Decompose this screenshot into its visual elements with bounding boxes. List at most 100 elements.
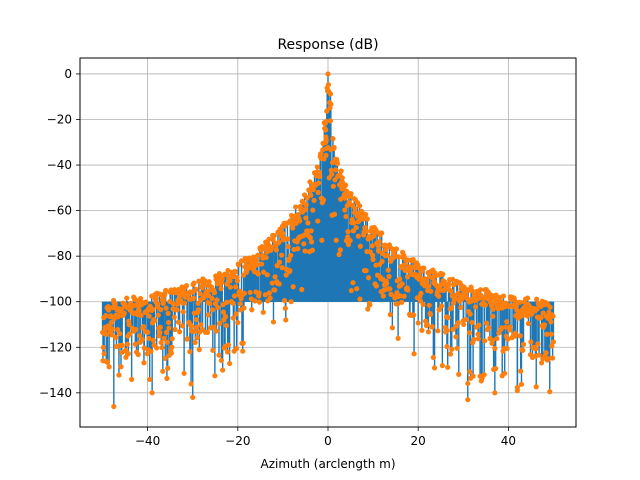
chart-title: Response (dB) xyxy=(277,37,378,53)
y-tick-label: 0 xyxy=(64,67,72,81)
marker-point xyxy=(467,311,473,317)
marker-point xyxy=(217,320,223,326)
marker-point xyxy=(181,300,188,306)
marker-point xyxy=(204,329,211,335)
marker-point xyxy=(435,328,441,334)
marker-point xyxy=(158,339,164,346)
marker-point xyxy=(225,267,231,274)
marker-point xyxy=(384,252,391,258)
marker-point xyxy=(484,320,490,326)
marker-point xyxy=(124,341,131,347)
marker-point xyxy=(467,369,473,375)
marker-point xyxy=(180,309,186,315)
marker-point xyxy=(431,365,438,371)
marker-point xyxy=(224,299,230,305)
marker-point xyxy=(279,265,285,271)
marker-point xyxy=(470,373,476,379)
marker-point xyxy=(195,307,202,313)
marker-point xyxy=(140,323,147,330)
marker-point xyxy=(157,330,163,336)
marker-point xyxy=(163,287,169,294)
marker-point xyxy=(336,251,342,258)
marker-point xyxy=(401,293,407,299)
marker-point xyxy=(424,278,430,284)
marker-point xyxy=(320,197,327,203)
marker-point xyxy=(209,307,216,313)
marker-point xyxy=(380,293,386,299)
marker-point xyxy=(125,351,131,357)
marker-point xyxy=(139,337,145,343)
marker-point xyxy=(281,297,288,304)
marker-point xyxy=(169,336,175,342)
marker-point xyxy=(233,311,239,317)
marker-point xyxy=(112,301,118,307)
marker-point xyxy=(194,335,200,341)
marker-point xyxy=(143,299,149,305)
marker-point xyxy=(198,322,204,328)
marker-point xyxy=(345,241,352,248)
marker-point xyxy=(363,228,370,234)
marker-point xyxy=(388,291,394,297)
marker-point xyxy=(163,329,170,335)
marker-point xyxy=(254,262,260,268)
marker-point xyxy=(471,336,477,343)
marker-point xyxy=(302,207,309,213)
marker-point xyxy=(396,254,402,260)
marker-point xyxy=(352,206,358,212)
marker-point xyxy=(445,364,451,370)
marker-point xyxy=(183,283,190,289)
marker-point xyxy=(283,317,289,323)
marker-point xyxy=(227,360,233,367)
marker-point xyxy=(282,305,288,311)
marker-point xyxy=(547,389,553,395)
marker-point xyxy=(263,254,269,261)
marker-point xyxy=(193,316,200,323)
marker-point xyxy=(518,368,524,374)
marker-point xyxy=(116,372,122,378)
marker-point xyxy=(315,189,321,195)
marker-point xyxy=(234,278,241,284)
marker-point xyxy=(141,360,147,366)
marker-point xyxy=(399,281,405,287)
marker-point xyxy=(104,331,110,337)
marker-point xyxy=(550,313,556,319)
marker-point xyxy=(109,332,115,338)
y-tick-label: −20 xyxy=(47,113,72,127)
marker-point xyxy=(152,317,158,324)
marker-point xyxy=(155,301,161,307)
marker-point xyxy=(196,347,202,353)
marker-point xyxy=(220,309,227,315)
marker-point xyxy=(481,338,488,344)
marker-point xyxy=(285,236,291,242)
marker-point xyxy=(254,257,260,263)
marker-point xyxy=(455,320,461,326)
y-tick-label: −100 xyxy=(39,295,72,309)
marker-point xyxy=(411,351,417,357)
marker-point xyxy=(261,269,267,275)
axis-ticks: −40 −20 0 20 40 0 −20 −40 −60 −80 −100 −120 −140 xyxy=(39,67,516,448)
y-tick-label: −40 xyxy=(47,158,72,172)
marker-point xyxy=(424,321,430,327)
marker-point xyxy=(355,233,361,239)
marker-point xyxy=(127,331,133,337)
marker-point xyxy=(211,290,218,296)
y-tick-label: −120 xyxy=(39,340,72,354)
marker-point xyxy=(332,177,338,183)
marker-point xyxy=(270,237,276,243)
marker-point xyxy=(387,286,393,292)
marker-point xyxy=(397,276,403,282)
marker-point xyxy=(430,354,436,361)
marker-point xyxy=(179,323,186,329)
marker-point xyxy=(149,390,155,396)
marker-point xyxy=(172,326,178,333)
marker-point xyxy=(520,341,527,347)
marker-point xyxy=(237,288,243,294)
marker-point xyxy=(476,322,482,328)
marker-point xyxy=(342,207,348,213)
marker-point xyxy=(184,336,190,342)
marker-point xyxy=(463,316,469,323)
marker-point xyxy=(164,339,170,345)
marker-point xyxy=(235,319,241,326)
marker-point xyxy=(308,192,314,198)
